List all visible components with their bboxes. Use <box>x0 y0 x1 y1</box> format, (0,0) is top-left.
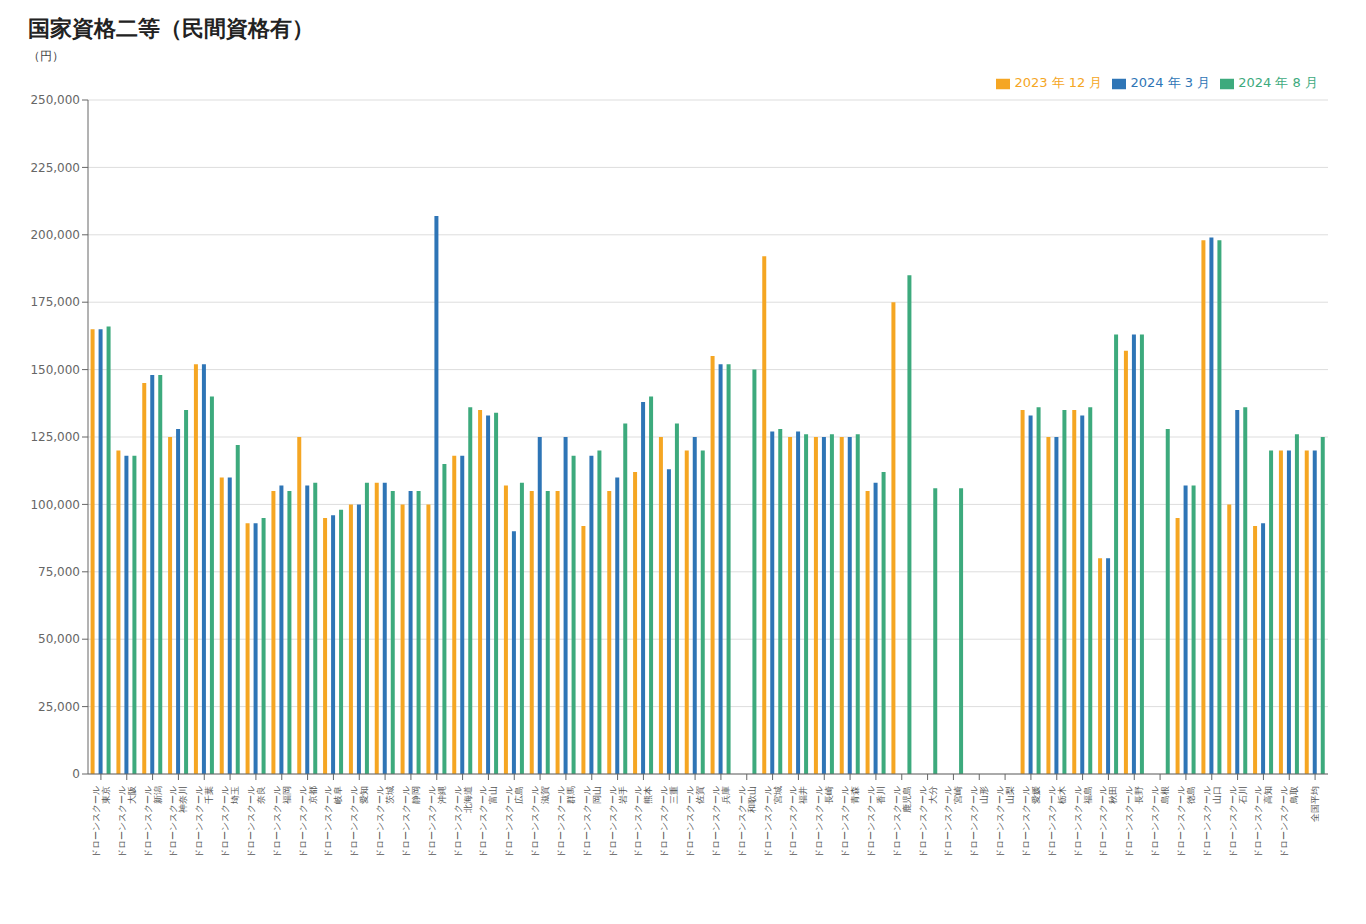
svg-text:ドローンスクール栃木: ドローンスクール栃木 <box>1047 786 1067 858</box>
svg-text:ドローンスクール島根: ドローンスクール島根 <box>1150 786 1170 858</box>
svg-text:ドローンスクール福井: ドローンスクール福井 <box>788 786 808 858</box>
svg-text:ドローンスクール佐賀: ドローンスクール佐賀 <box>685 786 705 858</box>
svg-text:ドローンスクール愛知: ドローンスクール愛知 <box>349 786 369 858</box>
svg-text:ドローンスクール山口: ドローンスクール山口 <box>1202 786 1222 858</box>
svg-text:ドローンスクール新潟: ドローンスクール新潟 <box>143 786 163 858</box>
svg-text:ドローンスクール茨城: ドローンスクール茨城 <box>375 786 395 858</box>
svg-text:ドローンスクール宮城: ドローンスクール宮城 <box>763 786 783 858</box>
svg-text:ドローンスクール石川: ドローンスクール石川 <box>1228 786 1248 858</box>
svg-text:ドローンスクール神奈川: ドローンスクール神奈川 <box>168 786 188 858</box>
svg-text:125,000: 125,000 <box>30 430 80 444</box>
svg-text:ドローンスクール岩手: ドローンスクール岩手 <box>608 786 628 858</box>
svg-text:ドローンスクール熊本: ドローンスクール熊本 <box>633 786 653 858</box>
svg-text:150,000: 150,000 <box>30 363 80 377</box>
svg-text:ドローンスクール三重: ドローンスクール三重 <box>659 786 679 858</box>
svg-text:50,000: 50,000 <box>38 632 80 646</box>
svg-text:ドローンスクール岐阜: ドローンスクール岐阜 <box>323 786 343 858</box>
html-text:2023 年 12 月: 2023 年 12 月 <box>1014 75 1103 90</box>
svg-text:ドローンスクール京都: ドローンスクール京都 <box>298 786 318 858</box>
svg-text:ドローンスクール青森: ドローンスクール青森 <box>840 786 860 858</box>
svg-text:ドローンスクール滋賀: ドローンスクール滋賀 <box>530 786 550 858</box>
svg-text:175,000: 175,000 <box>30 295 80 309</box>
svg-text:ドローンスクール秋田: ドローンスクール秋田 <box>1098 786 1118 858</box>
svg-text:ドローンスクール広島: ドローンスクール広島 <box>504 786 524 858</box>
svg-text:ドローンスクール北海道: ドローンスクール北海道 <box>453 786 473 858</box>
svg-text:ドローンスクール鳥取: ドローンスクール鳥取 <box>1279 786 1299 858</box>
svg-text:200,000: 200,000 <box>30 228 80 242</box>
svg-text:ドローンスクール香川: ドローンスクール香川 <box>866 786 886 858</box>
svg-text:ドローンスクール千葉: ドローンスクール千葉 <box>194 786 214 858</box>
svg-text:ドローンスクール静岡: ドローンスクール静岡 <box>401 786 421 858</box>
svg-text:250,000: 250,000 <box>30 93 80 107</box>
svg-text:ドローンスクール高知: ドローンスクール高知 <box>1253 786 1273 858</box>
svg-text:ドローンスクール福岡: ドローンスクール福岡 <box>272 786 292 858</box>
svg-text:全国平均: 全国平均 <box>1310 786 1320 822</box>
svg-text:ドローンスクール東京: ドローンスクール東京 <box>91 786 111 858</box>
html-text:2024 年 3 月: 2024 年 3 月 <box>1130 75 1211 90</box>
svg-text:ドローンスクール宮崎: ドローンスクール宮崎 <box>943 786 963 858</box>
svg-text:225,000: 225,000 <box>30 161 80 175</box>
svg-text:ドローンスクール大阪: ドローンスクール大阪 <box>117 786 137 858</box>
svg-text:ドローンスクール山梨: ドローンスクール山梨 <box>995 786 1015 858</box>
svg-text:ドローンスクール和歌山: ドローンスクール和歌山 <box>737 786 757 858</box>
svg-text:ドローンスクール富山: ドローンスクール富山 <box>478 786 498 858</box>
svg-text:25,000: 25,000 <box>38 700 80 714</box>
svg-text:100,000: 100,000 <box>30 498 80 512</box>
svg-text:ドローンスクール山形: ドローンスクール山形 <box>969 786 989 858</box>
svg-text:ドローンスクール埼玉: ドローンスクール埼玉 <box>220 786 240 858</box>
svg-text:ドローンスクール奈良: ドローンスクール奈良 <box>246 786 266 858</box>
svg-text:ドローンスクール群馬: ドローンスクール群馬 <box>556 786 576 858</box>
svg-text:ドローンスクール岡山: ドローンスクール岡山 <box>582 786 602 858</box>
svg-text:ドローンスクール徳島: ドローンスクール徳島 <box>1176 786 1196 858</box>
svg-text:ドローンスクール福島: ドローンスクール福島 <box>1073 786 1093 858</box>
svg-text:ドローンスクール沖縄: ドローンスクール沖縄 <box>427 786 447 858</box>
html-text:（円）: （円） <box>28 49 64 63</box>
svg-text:75,000: 75,000 <box>38 565 80 579</box>
svg-text:ドローンスクール兵庫: ドローンスクール兵庫 <box>711 786 731 858</box>
svg-text:ドローンスクール長野: ドローンスクール長野 <box>1124 786 1144 858</box>
html-text:国家資格二等（民間資格有）: 国家資格二等（民間資格有） <box>28 16 314 41</box>
svg-text:ドローンスクール愛媛: ドローンスクール愛媛 <box>1021 786 1041 858</box>
html-text:2024 年 8 月: 2024 年 8 月 <box>1238 75 1318 90</box>
svg-text:ドローンスクール大分: ドローンスクール大分 <box>918 786 938 858</box>
svg-text:ドローンスクール長崎: ドローンスクール長崎 <box>814 786 834 858</box>
svg-text:ドローンスクール鹿児島: ドローンスクール鹿児島 <box>892 786 912 858</box>
svg-text:0: 0 <box>72 767 80 781</box>
